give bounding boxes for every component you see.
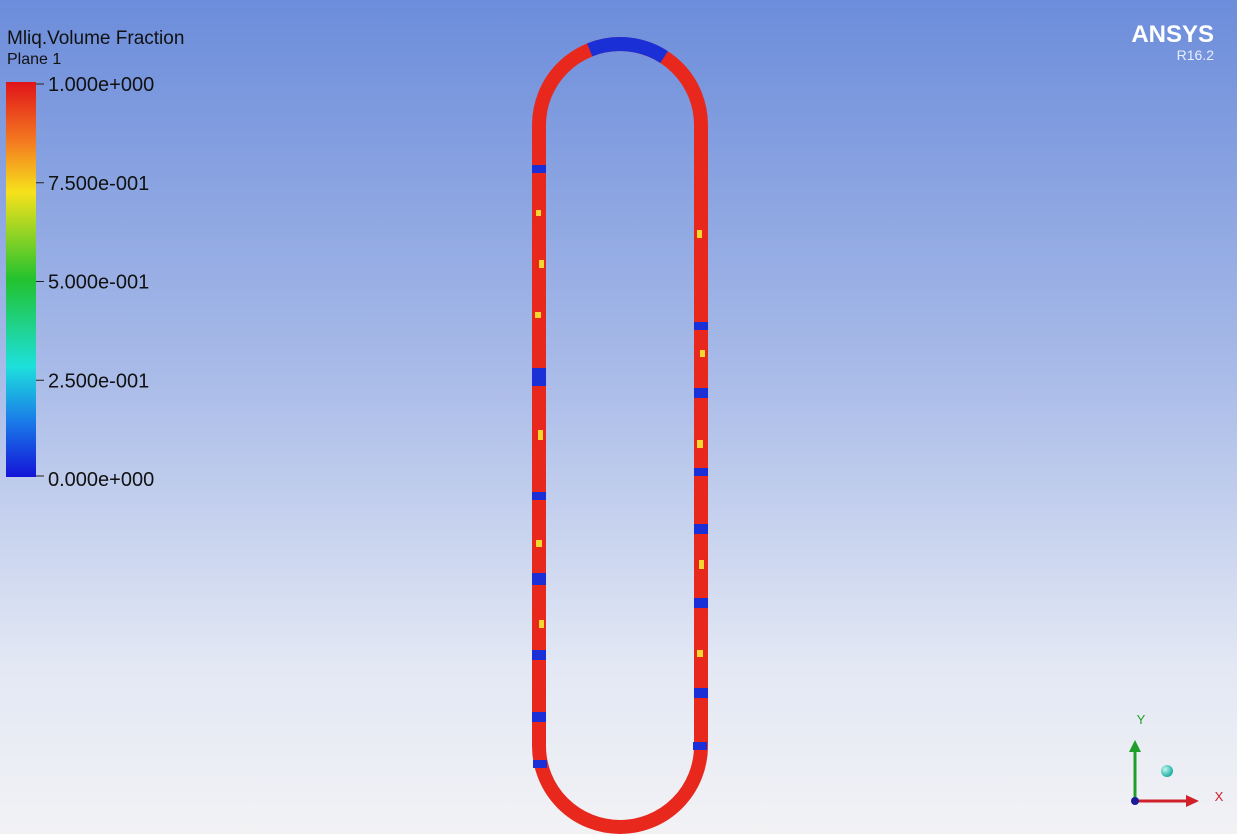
speckle [539, 260, 544, 268]
pipe [532, 37, 708, 834]
logo-version: R16.2 [1177, 47, 1215, 63]
speckle [535, 312, 541, 318]
band [532, 492, 546, 500]
band [694, 598, 708, 608]
legend-tick-label: 1.000e+000 [48, 74, 154, 96]
y-axis-label: Y [1137, 712, 1146, 727]
band [533, 760, 547, 768]
gas-bands-right [693, 322, 708, 750]
band [532, 165, 546, 173]
mixing-speckles [535, 210, 705, 657]
legend-tick-label: 0.000e+000 [48, 469, 154, 491]
band [694, 688, 708, 698]
origin [1131, 797, 1139, 805]
legend-tick-label: 2.500e-001 [48, 370, 149, 392]
band [693, 742, 707, 750]
y-arrowhead [1129, 740, 1141, 752]
legend-tick-label: 7.500e-001 [48, 173, 149, 195]
band [694, 468, 708, 476]
axis-triad: Y X [1129, 712, 1224, 807]
speckle [700, 350, 705, 357]
speckle [538, 430, 543, 440]
gas-slug [587, 37, 668, 64]
band [532, 368, 546, 386]
speckle [697, 440, 703, 448]
x-arrowhead [1186, 795, 1199, 807]
speckle [536, 540, 542, 547]
x-axis-label: X [1215, 789, 1224, 804]
legend-tick-label: 5.000e-001 [48, 272, 149, 294]
legend-title: Mliq.Volume Fraction [7, 28, 184, 49]
band [694, 524, 708, 534]
legend-ticks: 1.000e+000 7.500e-001 5.000e-001 2.500e-001… [36, 74, 154, 491]
speckle [536, 210, 541, 216]
band [532, 650, 546, 660]
speckle [697, 650, 703, 657]
logo: ANSYS [1131, 21, 1214, 48]
band [694, 322, 708, 330]
pipe-loop [532, 37, 708, 834]
band [532, 712, 546, 722]
legend-subtitle: Plane 1 [7, 51, 61, 68]
band [694, 388, 708, 398]
view-sphere [1161, 765, 1173, 777]
speckle [699, 560, 704, 569]
color-bar [6, 82, 36, 477]
band [532, 573, 546, 585]
gas-bands-left [532, 165, 547, 768]
speckle [539, 620, 544, 628]
speckle [697, 230, 702, 238]
